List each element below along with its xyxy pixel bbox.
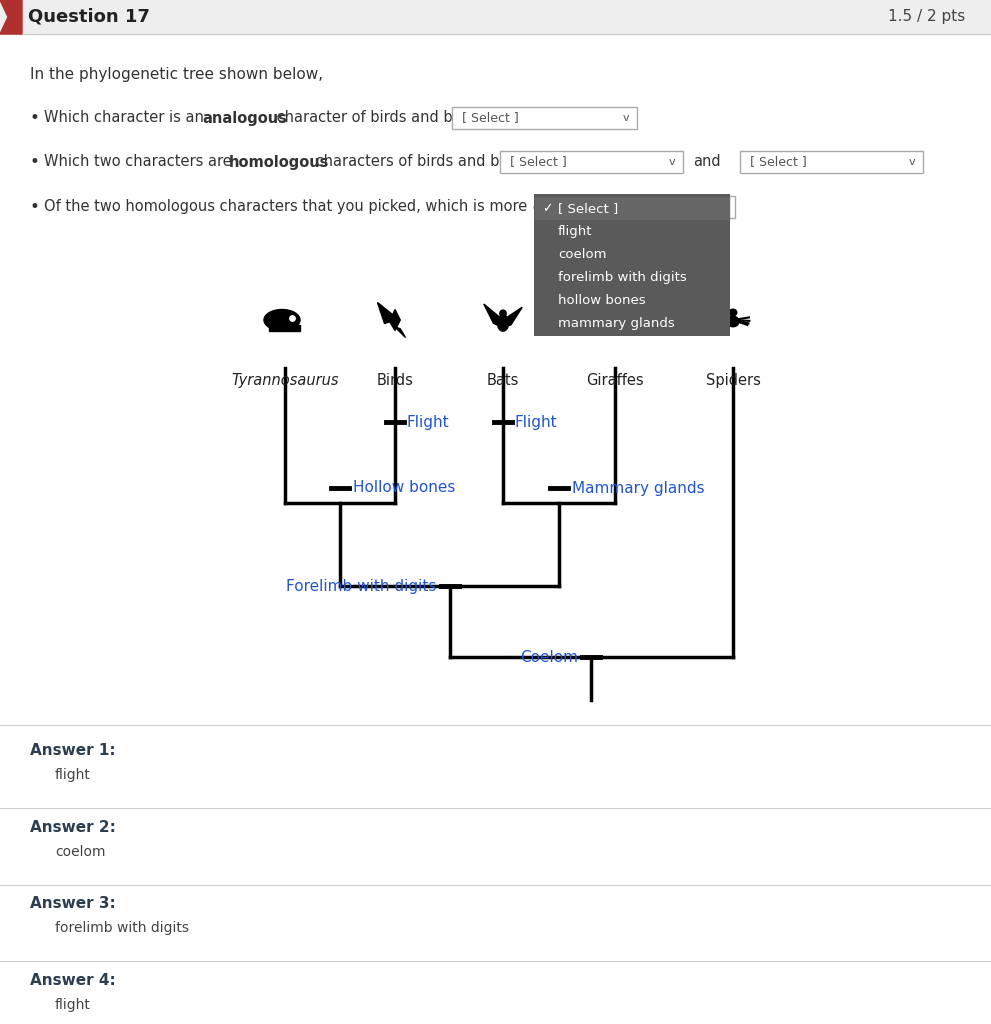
Text: analogous: analogous	[202, 111, 286, 126]
Text: v: v	[909, 157, 916, 167]
Text: and: and	[693, 155, 720, 170]
Text: Answer 2:: Answer 2:	[30, 820, 116, 835]
Ellipse shape	[264, 309, 300, 331]
Text: Bats: Bats	[487, 373, 519, 388]
Polygon shape	[378, 302, 395, 324]
Text: Tyrannosaurus: Tyrannosaurus	[231, 373, 339, 388]
Ellipse shape	[617, 298, 623, 303]
Polygon shape	[395, 327, 405, 338]
Polygon shape	[503, 307, 522, 327]
Text: flight: flight	[55, 998, 91, 1012]
Polygon shape	[0, 0, 22, 34]
Polygon shape	[612, 323, 614, 335]
Text: In the phylogenetic tree shown below,: In the phylogenetic tree shown below,	[30, 68, 323, 83]
Ellipse shape	[729, 309, 736, 315]
Bar	[452, 106, 637, 129]
Text: Flight: Flight	[407, 415, 450, 429]
Text: coelom: coelom	[55, 845, 105, 859]
Text: forelimb with digits: forelimb with digits	[558, 271, 687, 284]
Polygon shape	[269, 325, 300, 331]
Text: •: •	[30, 153, 40, 171]
Text: ✓: ✓	[542, 202, 553, 215]
Bar	[740, 151, 923, 173]
Text: hollow bones: hollow bones	[558, 294, 645, 307]
Text: characters of birds and bats?: characters of birds and bats?	[311, 155, 529, 170]
Text: Answer 1:: Answer 1:	[30, 743, 116, 758]
Text: [ Select ]: [ Select ]	[558, 202, 618, 215]
Ellipse shape	[606, 314, 624, 326]
Text: Answer 4:: Answer 4:	[30, 973, 116, 988]
Text: Answer 3:: Answer 3:	[30, 896, 116, 911]
Text: flight: flight	[558, 225, 593, 238]
Text: •: •	[30, 109, 40, 127]
Ellipse shape	[289, 315, 295, 322]
Text: derived: derived	[532, 200, 595, 214]
Text: •: •	[30, 198, 40, 216]
Bar	[705, 196, 735, 218]
Text: homologous: homologous	[229, 155, 329, 170]
Polygon shape	[484, 304, 503, 327]
Ellipse shape	[499, 310, 506, 317]
Text: Giraffes: Giraffes	[587, 373, 644, 388]
Polygon shape	[616, 302, 620, 315]
Bar	[0, 0, 991, 34]
Bar	[534, 194, 730, 336]
Text: character of birds and bats?: character of birds and bats?	[272, 111, 483, 126]
Text: Mammary glands: Mammary glands	[572, 480, 705, 496]
Text: Flight: Flight	[515, 415, 558, 429]
Text: v: v	[669, 157, 676, 167]
Bar	[535, 197, 729, 219]
Text: flight: flight	[55, 768, 91, 782]
Polygon shape	[609, 323, 611, 335]
Text: Spiders: Spiders	[706, 373, 760, 388]
Text: coelom: coelom	[558, 248, 606, 261]
Text: Of the two homologous characters that you picked, which is more: Of the two homologous characters that yo…	[44, 200, 532, 214]
Text: Forelimb with digits: Forelimb with digits	[286, 579, 436, 594]
Text: [ Select ]: [ Select ]	[750, 156, 807, 169]
Polygon shape	[618, 323, 620, 335]
Text: mammary glands: mammary glands	[558, 317, 675, 330]
Ellipse shape	[497, 315, 508, 331]
Text: Which character is an: Which character is an	[44, 111, 208, 126]
Text: Question 17: Question 17	[28, 8, 150, 26]
Text: Hollow bones: Hollow bones	[353, 480, 456, 496]
Text: Coelom: Coelom	[520, 649, 579, 665]
Bar	[500, 151, 683, 173]
Text: [ Select ]: [ Select ]	[510, 156, 567, 169]
Text: [ Select ]: [ Select ]	[462, 112, 518, 125]
Text: Birds: Birds	[377, 373, 413, 388]
Polygon shape	[615, 323, 617, 335]
Text: v: v	[623, 113, 629, 123]
Text: 1.5 / 2 pts: 1.5 / 2 pts	[888, 9, 965, 25]
Text: Which two characters are: Which two characters are	[44, 155, 237, 170]
Text: forelimb with digits: forelimb with digits	[55, 921, 189, 935]
Ellipse shape	[727, 316, 739, 327]
Polygon shape	[389, 309, 400, 331]
